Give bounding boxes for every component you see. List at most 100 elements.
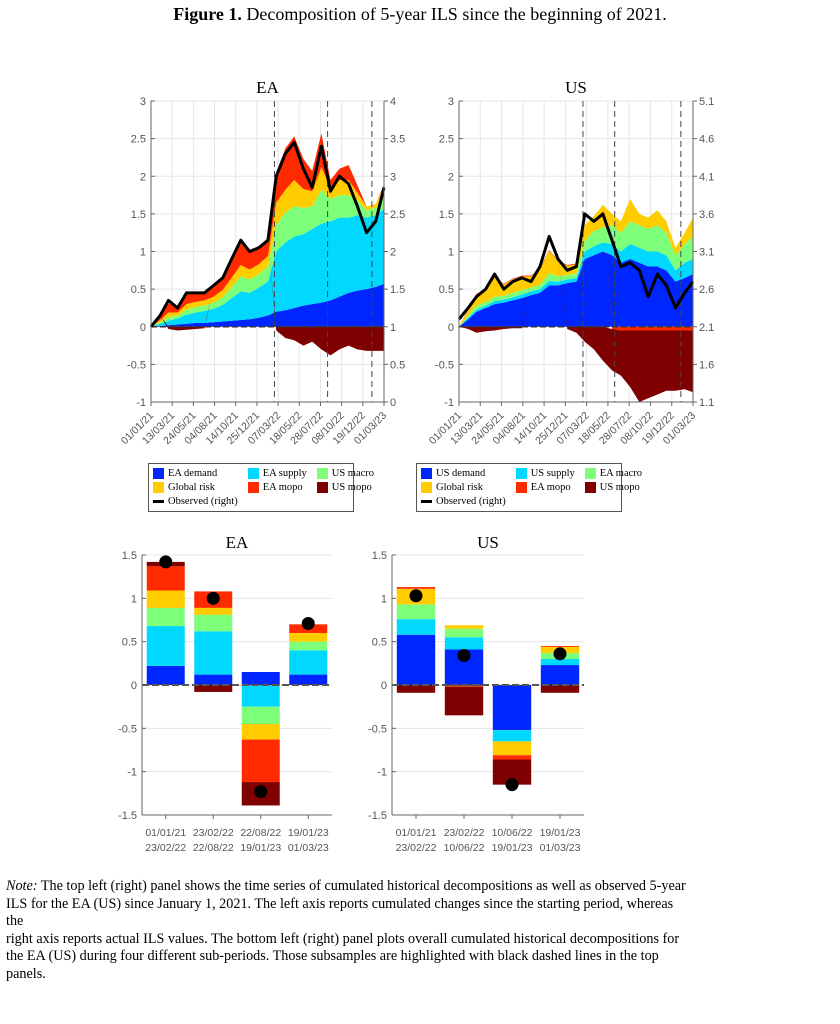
observed-dot	[553, 647, 567, 661]
ytick-right-label: 1.5	[390, 284, 405, 296]
note-line: Note: The top left (right) panel shows t…	[6, 878, 686, 894]
ytick-label: 1	[448, 247, 454, 259]
ytick-right-label: 3.6	[699, 209, 714, 221]
legend-item: US demand	[421, 466, 506, 480]
ytick-label: 2.5	[131, 134, 146, 146]
legend-swatch	[153, 481, 164, 493]
bar-segment-ea-demand	[194, 674, 233, 685]
ytick-label: 0	[140, 322, 146, 334]
legend-swatch	[515, 467, 527, 479]
ytick-label: 0	[448, 322, 454, 334]
bar-segment-us-demand	[540, 665, 580, 685]
bar-segment-us-mopo	[540, 685, 580, 693]
chart-title: EA	[256, 78, 279, 97]
observed-line	[149, 140, 386, 328]
chart-title: EA	[226, 533, 249, 552]
ytick-right-label: 2.6	[699, 284, 714, 296]
ytick-label: 0.5	[131, 284, 146, 296]
ytick-label: 3	[140, 96, 146, 108]
area-us-demand	[459, 251, 693, 327]
area-us-mopo	[151, 238, 384, 356]
ytick-label: -1.5	[368, 810, 387, 822]
area-us-mopo	[459, 249, 693, 402]
bar-segment-ea-supply	[194, 631, 233, 675]
xtick-label-start: 01/01/21	[396, 827, 437, 839]
ytick-label: 2	[140, 171, 146, 183]
xtick-label-end: 23/02/22	[396, 842, 437, 854]
ytick-label: 1	[140, 247, 146, 259]
xtick-label-end: 22/08/22	[193, 842, 234, 854]
legend-item: Global risk	[153, 480, 238, 494]
legend-item: US mopo	[584, 480, 642, 494]
ytick-label: 2	[448, 171, 454, 183]
legend-line	[421, 499, 432, 503]
ytick-right-label: 4.6	[699, 134, 714, 146]
ytick-right-label: 4	[390, 96, 396, 108]
ytick-label: 0	[381, 680, 387, 692]
xtick-label-start: 22/08/22	[240, 827, 281, 839]
xtick-label-end: 10/06/22	[444, 842, 485, 854]
bar-segment-ea-mopo	[146, 566, 185, 591]
bar-segment-global-risk	[492, 741, 532, 756]
ytick-right-label: 0	[390, 397, 396, 409]
observed-dot	[457, 649, 471, 663]
bar-segment-us-supply	[396, 619, 436, 635]
observed-dot	[505, 778, 519, 792]
area-ea-macro	[459, 221, 693, 327]
bar-segment-ea-macro	[396, 604, 436, 620]
ytick-label: 1	[131, 593, 137, 605]
bar-segment-us-macro	[289, 641, 328, 651]
bar-segment-global-risk	[194, 607, 233, 615]
xtick-label-start: 19/01/23	[540, 827, 581, 839]
ytick-label: 1.5	[122, 550, 137, 562]
bar-segment-us-macro	[194, 614, 233, 632]
ytick-label: 1.5	[439, 209, 454, 221]
bar-segment-global-risk	[241, 724, 280, 740]
ytick-right-label: 2.1	[699, 322, 714, 334]
xtick-label-start: 10/06/22	[492, 827, 533, 839]
figure-note: Note: The top left (right) panel shows t…	[6, 878, 836, 983]
legend-item: EA supply	[247, 466, 307, 480]
xtick-label-start: 01/01/21	[145, 827, 186, 839]
bar-segment-us-supply	[492, 730, 532, 742]
ytick-label: -0.5	[435, 359, 454, 371]
chart-title: US	[565, 78, 587, 97]
ytick-label: 3	[448, 96, 454, 108]
ytick-label: 1	[381, 593, 387, 605]
bar-segment-ea-demand	[289, 674, 328, 685]
figure-caption: Decomposition of 5-year ILS since the be…	[246, 4, 667, 24]
observed-dot	[254, 785, 268, 799]
bar-segment-us-mopo	[396, 685, 436, 693]
observed-line	[457, 212, 695, 321]
ytick-label: -0.5	[368, 723, 387, 735]
ytick-label: 1.5	[131, 209, 146, 221]
legend-swatch	[584, 467, 596, 479]
timeseries-chart-ea: EA-1-0.500.511.522.5301/01/2113/03/2124/…	[119, 78, 406, 447]
xtick-label-start: 19/01/23	[288, 827, 329, 839]
legend-item: US mopo	[316, 480, 374, 494]
figure-title: Figure 1. Decomposition of 5-year ILS si…	[0, 4, 840, 25]
bar-segment-ea-supply	[146, 626, 185, 666]
bar-segment-ea-mopo	[241, 739, 280, 783]
ytick-label: -1	[444, 397, 454, 409]
note-line: right axis reports actual ILS values. Th…	[6, 930, 680, 947]
ytick-label: 0.5	[372, 637, 387, 649]
legend-us: US demand US supply EA macro Global risk…	[416, 463, 642, 512]
legend-swatch	[584, 481, 596, 493]
area-ea-supply	[151, 208, 384, 327]
legend-swatch	[515, 481, 527, 493]
bar-segment-us-supply	[444, 637, 484, 650]
bar-segment-ea-demand	[241, 672, 280, 685]
ytick-right-label: 3	[390, 171, 396, 183]
ytick-right-label: 4.1	[699, 171, 714, 183]
legend-item: US supply	[515, 466, 575, 480]
ytick-right-label: 0.5	[390, 359, 405, 371]
ytick-label: 0.5	[439, 284, 454, 296]
legend-item: EA demand	[153, 466, 238, 480]
legend-swatch	[316, 467, 328, 479]
ytick-label: -0.5	[127, 359, 146, 371]
bar-segment-us-macro	[241, 706, 280, 724]
ytick-right-label: 1.1	[699, 397, 714, 409]
legend-swatch	[316, 481, 328, 493]
ytick-label: -1	[136, 397, 146, 409]
